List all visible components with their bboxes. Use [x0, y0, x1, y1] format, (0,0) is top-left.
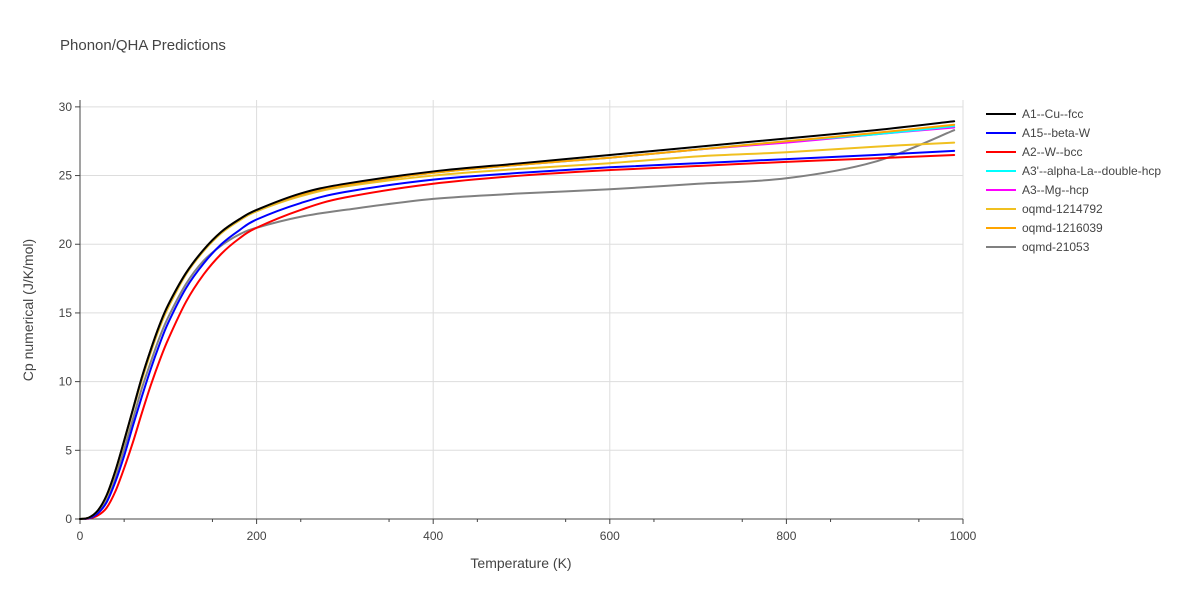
- x-tick-label: 400: [423, 529, 443, 543]
- x-tick-label: 0: [77, 529, 84, 543]
- y-axis-title: Cp numerical (J/K/mol): [20, 239, 36, 381]
- series-line-a1-cu-fcc: [79, 120, 956, 520]
- series-line-a3-mg-hcp: [79, 126, 956, 520]
- legend: A1--Cu--fcc A15--beta-W A2--W--bcc A3'--alp…: [986, 107, 1161, 254]
- x-tick-label: 1000: [950, 529, 977, 543]
- x-tick-label: 200: [247, 529, 267, 543]
- y-tick-label: 10: [59, 375, 73, 389]
- series-line-oqmd-1216039: [79, 123, 956, 520]
- series-line-oqmd-21053: [79, 129, 956, 520]
- legend-label-oqmd-1216039[interactable]: oqmd-1216039: [1022, 221, 1103, 235]
- legend-label-a2-w-bcc[interactable]: A2--W--bcc: [1022, 145, 1082, 159]
- y-tick-label: 15: [59, 306, 73, 320]
- x-axis-title: Temperature (K): [470, 555, 571, 571]
- series-line-oqmd-1214792: [79, 141, 956, 520]
- axis-layer: 0 200 400 600 800 1000 0 5 10 15 20 25 30: [59, 100, 977, 543]
- x-tick-label: 800: [776, 529, 796, 543]
- y-tick-label: 25: [59, 169, 73, 183]
- legend-label-oqmd-1214792[interactable]: oqmd-1214792: [1022, 202, 1103, 216]
- legend-label-a1-cu-fcc[interactable]: A1--Cu--fcc: [1022, 107, 1083, 121]
- y-tick-label: 30: [59, 100, 73, 114]
- series-line-a3-alpha-la-double-hcp: [79, 125, 956, 520]
- legend-label-oqmd-21053[interactable]: oqmd-21053: [1022, 240, 1090, 254]
- chart-title: Phonon/QHA Predictions: [60, 37, 226, 54]
- y-tick-label: 20: [59, 237, 73, 251]
- series-line-a2-w-bcc: [79, 153, 956, 520]
- series-layer: [79, 120, 956, 520]
- legend-label-a3-alpha-la-double-hcp[interactable]: A3'--alpha-La--double-hcp: [1022, 164, 1161, 178]
- legend-label-a3-mg-hcp[interactable]: A3--Mg--hcp: [1022, 183, 1089, 197]
- x-tick-label: 600: [600, 529, 620, 543]
- y-tick-label: 5: [65, 443, 72, 457]
- series-line-a15-beta-w: [79, 149, 956, 520]
- y-tick-label: 0: [65, 512, 72, 526]
- legend-label-a15-beta-w[interactable]: A15--beta-W: [1022, 126, 1091, 140]
